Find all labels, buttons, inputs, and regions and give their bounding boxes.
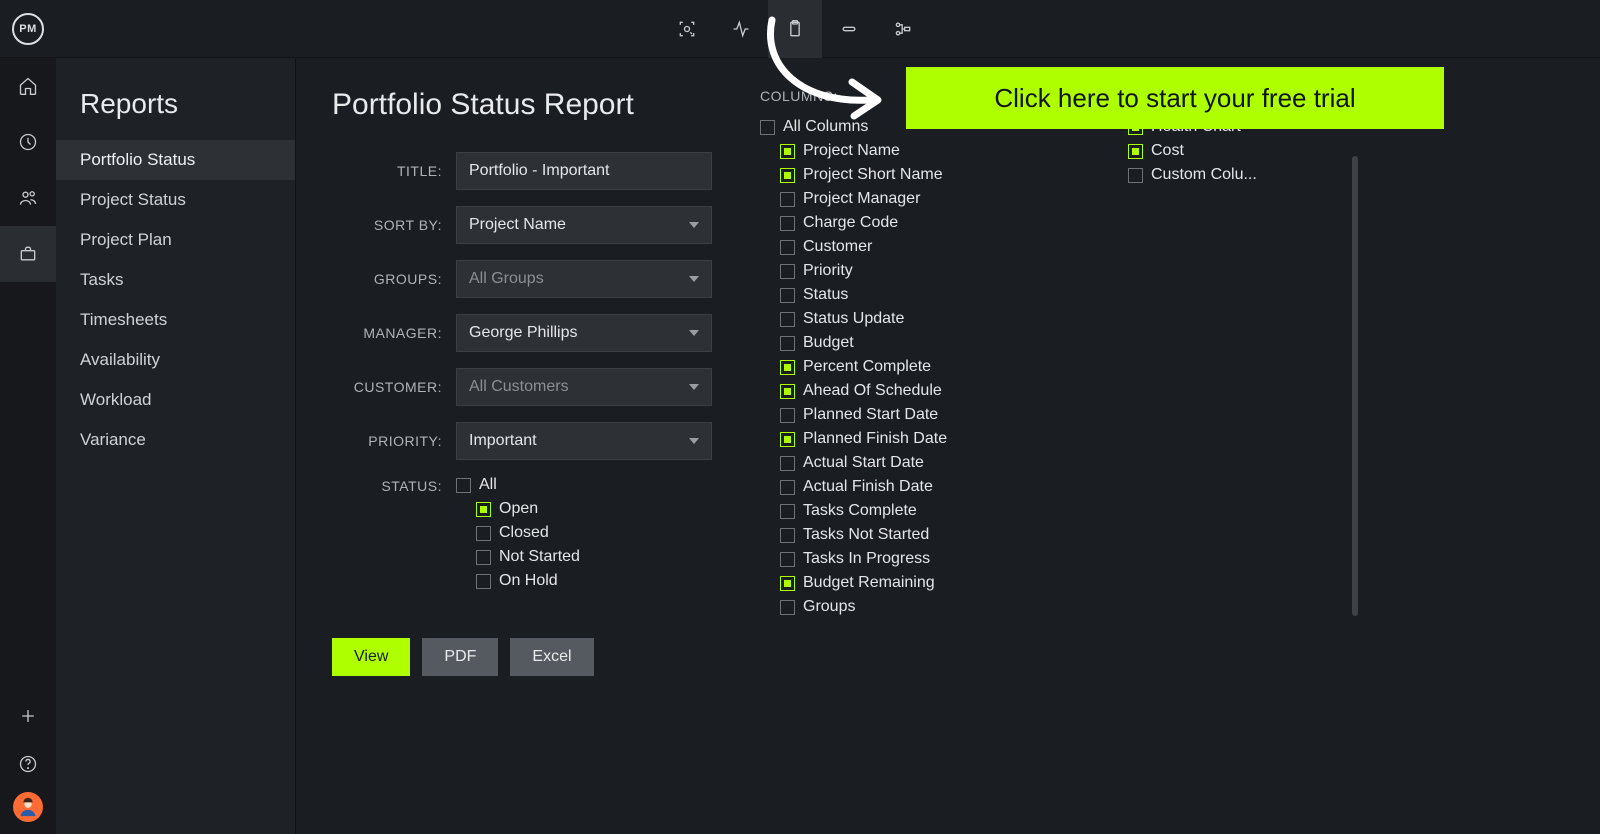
clipboard-icon[interactable] — [768, 0, 822, 58]
rail-briefcase-icon[interactable] — [0, 226, 56, 282]
column-checkbox[interactable]: Budget — [780, 334, 1080, 352]
manager-select[interactable]: George Phillips — [456, 314, 712, 352]
column-checkbox[interactable]: Customer — [780, 238, 1080, 256]
excel-button[interactable]: Excel — [510, 638, 593, 676]
topbar-icon-group — [660, 0, 930, 58]
column-checkbox[interactable]: Project Manager — [780, 190, 1080, 208]
view-button[interactable]: View — [332, 638, 410, 676]
column-checkbox[interactable]: Priority — [780, 262, 1080, 280]
column-checkbox[interactable]: Actual Finish Date — [780, 478, 1080, 496]
page-title: Portfolio Status Report — [332, 88, 712, 122]
rail-home-icon[interactable] — [0, 58, 56, 114]
scan-icon[interactable] — [660, 0, 714, 58]
sidebar-item[interactable]: Timesheets — [56, 300, 295, 340]
status-option-checkbox[interactable]: Open — [476, 500, 712, 518]
manager-label: MANAGER: — [332, 325, 442, 341]
sidebar-item[interactable]: Workload — [56, 380, 295, 420]
priority-select[interactable]: Important — [456, 422, 712, 460]
groups-label: GROUPS: — [332, 271, 442, 287]
sortby-label: SORT BY: — [332, 217, 442, 233]
sidebar-item[interactable]: Variance — [56, 420, 295, 460]
sidebar-item[interactable]: Project Status — [56, 180, 295, 220]
column-checkbox[interactable]: Status — [780, 286, 1080, 304]
left-rail — [0, 0, 56, 834]
column-checkbox[interactable]: Planned Finish Date — [780, 430, 1080, 448]
sidebar-item[interactable]: Tasks — [56, 260, 295, 300]
column-checkbox[interactable]: Project Name — [780, 142, 1080, 160]
column-checkbox[interactable]: Status Update — [780, 310, 1080, 328]
include-checkbox[interactable]: Cost — [1128, 142, 1348, 160]
column-checkbox[interactable]: Project Short Name — [780, 166, 1080, 184]
status-label: STATUS: — [332, 476, 442, 494]
column-checkbox[interactable]: Charge Code — [780, 214, 1080, 232]
groups-select[interactable]: All Groups — [456, 260, 712, 298]
column-checkbox[interactable]: Tasks Complete — [780, 502, 1080, 520]
sidebar-item[interactable]: Portfolio Status — [56, 140, 295, 180]
column-checkbox[interactable]: Ahead Of Schedule — [780, 382, 1080, 400]
sidebar-item[interactable]: Availability — [56, 340, 295, 380]
activity-icon[interactable] — [714, 0, 768, 58]
customer-select[interactable]: All Customers — [456, 368, 712, 406]
sidebar-title: Reports — [56, 58, 295, 140]
column-checkbox[interactable]: Tasks In Progress — [780, 550, 1080, 568]
column-checkbox[interactable]: Groups — [780, 598, 1080, 616]
topbar: PM — [0, 0, 1600, 58]
column-checkbox[interactable]: Planned Start Date — [780, 406, 1080, 424]
cta-banner[interactable]: Click here to start your free trial — [906, 67, 1444, 129]
link-icon[interactable] — [822, 0, 876, 58]
rail-people-icon[interactable] — [0, 170, 56, 226]
column-checkbox[interactable]: Actual Start Date — [780, 454, 1080, 472]
status-all-checkbox[interactable]: All — [456, 476, 712, 494]
rail-avatar[interactable] — [13, 792, 43, 822]
title-input[interactable] — [456, 152, 712, 190]
sidebar-item[interactable]: Project Plan — [56, 220, 295, 260]
status-option-checkbox[interactable]: On Hold — [476, 572, 712, 590]
rail-help-icon[interactable] — [0, 744, 56, 784]
logo-text: PM — [12, 13, 44, 45]
status-option-checkbox[interactable]: Not Started — [476, 548, 712, 566]
column-checkbox[interactable]: Budget Remaining — [780, 574, 1080, 592]
logo[interactable]: PM — [0, 0, 56, 58]
columns-scrollbar[interactable] — [1352, 156, 1358, 696]
flow-icon[interactable] — [876, 0, 930, 58]
column-checkbox[interactable]: Percent Complete — [780, 358, 1080, 376]
status-option-checkbox[interactable]: Closed — [476, 524, 712, 542]
customer-label: CUSTOMER: — [332, 379, 442, 395]
priority-label: PRIORITY: — [332, 433, 442, 449]
rail-add-icon[interactable] — [0, 696, 56, 736]
sidebar: Reports Portfolio StatusProject StatusPr… — [56, 0, 296, 834]
title-label: TITLE: — [332, 163, 442, 179]
pdf-button[interactable]: PDF — [422, 638, 498, 676]
rail-clock-icon[interactable] — [0, 114, 56, 170]
column-checkbox[interactable]: Tasks Not Started — [780, 526, 1080, 544]
include-checkbox[interactable]: Custom Colu... — [1128, 166, 1348, 184]
sortby-select[interactable]: Project Name — [456, 206, 712, 244]
